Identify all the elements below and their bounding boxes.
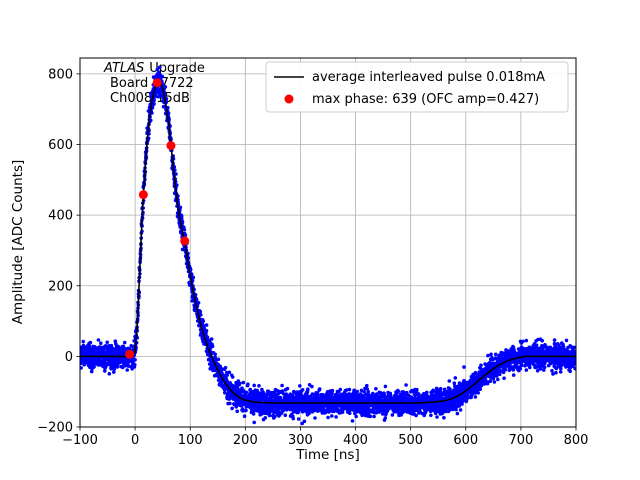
y-tick-label: −200 [37, 421, 73, 436]
legend-entry-maxphase-label: max phase: 639 (OFC amp=0.427) [312, 92, 539, 107]
x-tick-label: 0 [131, 433, 139, 448]
annotation-line2: Board 37722 [110, 76, 194, 91]
max-phase-dot [180, 236, 190, 246]
y-axis-label: Amplitude [ADC Counts] [10, 160, 26, 324]
x-tick-label: −100 [62, 433, 98, 448]
y-tick-label: 800 [48, 67, 73, 82]
x-axis-label: Time [ns] [295, 447, 359, 463]
y-tick-label: 200 [48, 279, 73, 294]
annotation: ATLAS Upgrade Board 37722 Ch008 15dB [103, 61, 205, 106]
x-tick-label: 300 [288, 433, 313, 448]
annotation-upgrade: Upgrade [149, 61, 205, 76]
x-tick-label: 700 [508, 433, 533, 448]
max-phase-dot [152, 78, 162, 88]
max-phase-markers [125, 78, 190, 359]
x-tick-label: 400 [343, 433, 368, 448]
axes-border [79, 57, 577, 428]
max-phase-dot [125, 349, 135, 359]
average-pulse-line [80, 80, 576, 404]
legend: average interleaved pulse 0.018mA max ph… [265, 61, 569, 113]
annotation-line1: ATLAS Upgrade [103, 61, 205, 76]
x-tick-label: 500 [398, 433, 423, 448]
axis-ticks: −100 0 100 200 300 400 500 600 700 800 −200 0 200 400… [37, 67, 588, 448]
annotation-line3: Ch008 15dB [110, 91, 190, 106]
max-phase-dot [166, 141, 176, 151]
max-phase-dot [138, 190, 148, 200]
legend-box [265, 61, 569, 113]
legend-dot-sample [284, 94, 294, 104]
x-tick-label: 800 [564, 433, 589, 448]
y-tick-label: 400 [48, 209, 73, 224]
x-tick-label: 100 [178, 433, 203, 448]
y-tick-label: 0 [65, 350, 73, 365]
legend-entry-average-label: average interleaved pulse 0.018mA [312, 70, 545, 85]
y-tick-label: 600 [48, 138, 73, 153]
x-tick-label: 200 [233, 433, 258, 448]
annotation-atlas: ATLAS [103, 61, 144, 76]
x-tick-label: 600 [453, 433, 478, 448]
